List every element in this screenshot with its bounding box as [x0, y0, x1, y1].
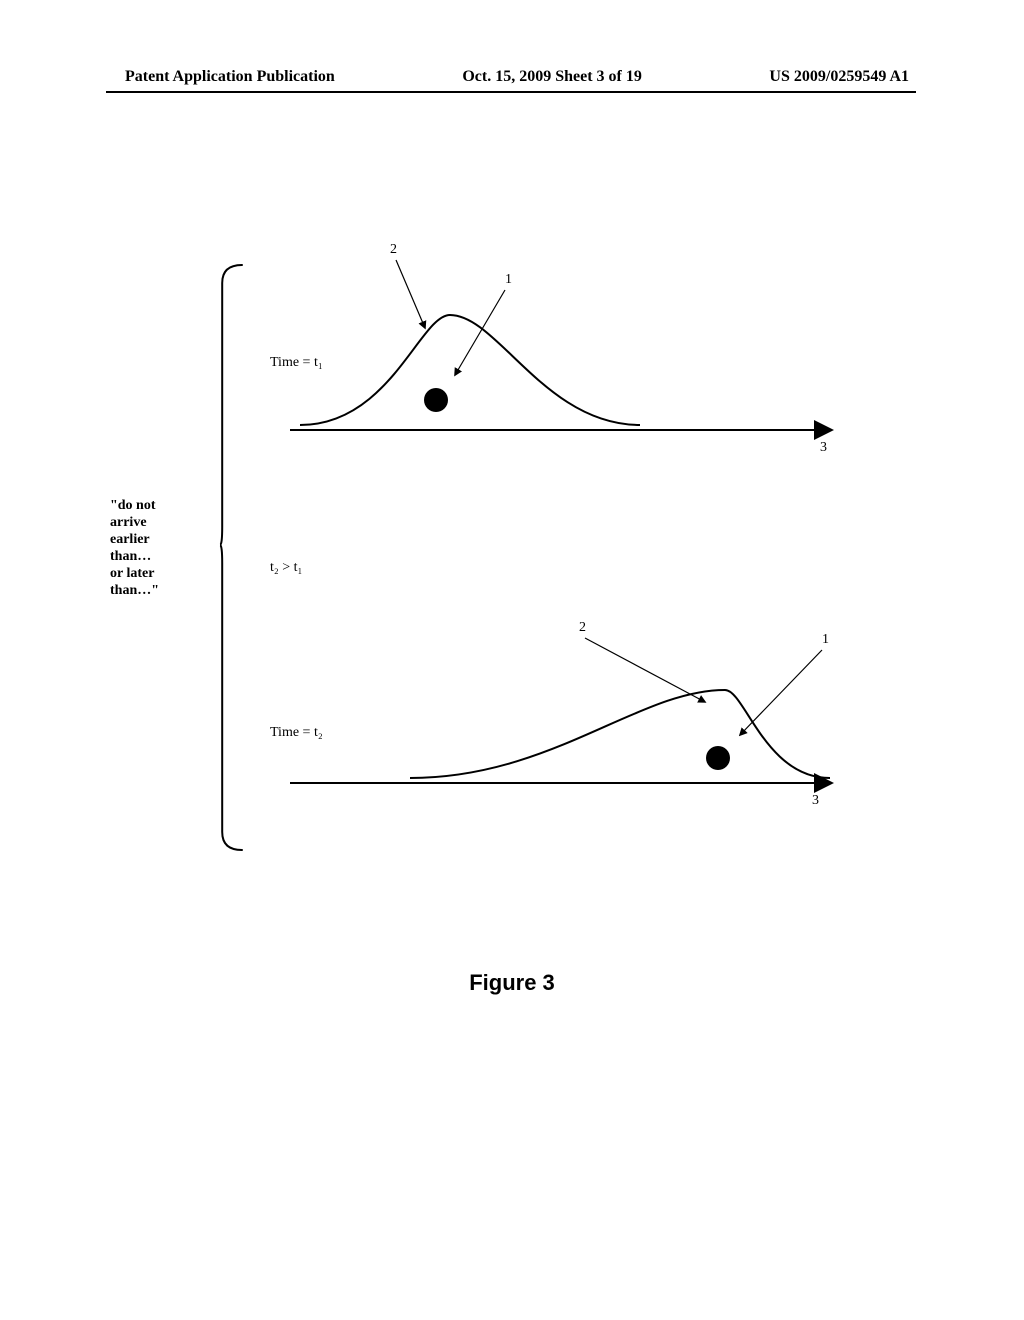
header-center: Oct. 15, 2009 Sheet 3 of 19 — [462, 68, 642, 86]
panel1-time-label: Time = t₂ — [270, 725, 323, 741]
panel1-axis-3-label: 3 — [812, 793, 819, 809]
panel1-leader1-label: 1 — [822, 632, 829, 648]
page-header: Patent Application Publication Oct. 15, … — [0, 68, 1024, 86]
header-rule — [106, 91, 916, 93]
header-left: Patent Application Publication — [125, 68, 335, 86]
figure-area: "do not arrive earlier than… or later th… — [110, 250, 870, 890]
panel0-leader0-label: 2 — [390, 242, 397, 258]
panel0-time-label: Time = t₁ — [270, 355, 323, 371]
panel0-leader1-label: 1 — [505, 272, 512, 288]
panel1-leader0-label: 2 — [579, 620, 586, 636]
panel0-axis-3-label: 3 — [820, 440, 827, 456]
figure-svg — [110, 250, 870, 890]
side-constraint-label: "do not arrive earlier than… or later th… — [110, 497, 159, 599]
figure-caption: Figure 3 — [0, 970, 1024, 996]
between-time-label: t₂ > t₁ — [270, 560, 302, 576]
header-right: US 2009/0259549 A1 — [769, 68, 909, 86]
